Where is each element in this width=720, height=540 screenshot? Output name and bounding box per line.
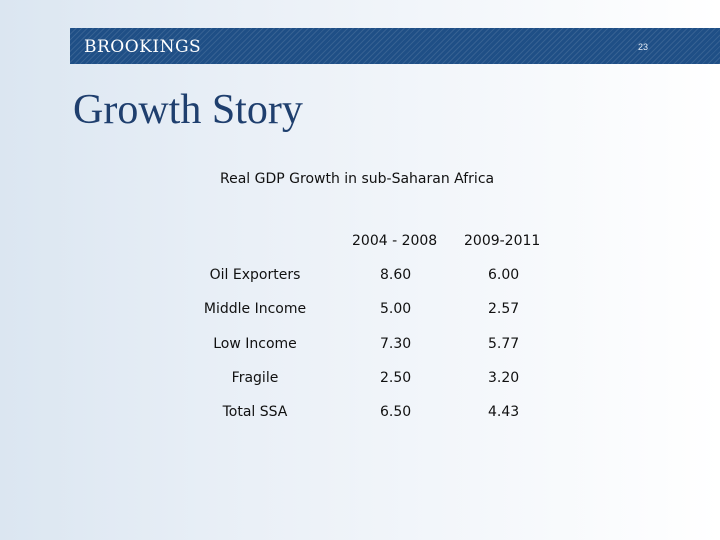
cell-oil-exporters-2009-2011: 6.00	[488, 267, 520, 283]
slide-number: 23	[637, 42, 648, 52]
cell-oil-exporters-2004-2008: 8.60	[380, 267, 412, 283]
cell-middle-income-2004-2008: 5.00	[380, 301, 412, 317]
slide-title: Growth Story	[73, 87, 303, 133]
row-label-low-income: Low Income	[213, 336, 297, 352]
cell-total-ssa-2004-2008: 6.50	[380, 404, 412, 420]
column-header-2004-2008: 2004 - 2008	[352, 233, 438, 249]
row-label-middle-income: Middle Income	[203, 301, 307, 317]
cell-low-income-2004-2008: 7.30	[380, 336, 412, 352]
cell-total-ssa-2009-2011: 4.43	[488, 404, 520, 420]
cell-middle-income-2009-2011: 2.57	[488, 301, 520, 317]
row-label-oil-exporters: Oil Exporters	[209, 267, 301, 283]
table-caption: Real GDP Growth in sub-Saharan Africa	[220, 171, 495, 187]
column-header-2009-2011: 2009-2011	[464, 233, 541, 249]
row-label-fragile: Fragile	[231, 370, 279, 386]
brand-header-bar: BROOKINGS 23	[70, 28, 720, 64]
cell-low-income-2009-2011: 5.77	[488, 336, 520, 352]
cell-fragile-2004-2008: 2.50	[380, 370, 412, 386]
row-label-total-ssa: Total SSA	[222, 404, 288, 420]
brand-logo-text: BROOKINGS	[84, 37, 202, 57]
cell-fragile-2009-2011: 3.20	[488, 370, 520, 386]
